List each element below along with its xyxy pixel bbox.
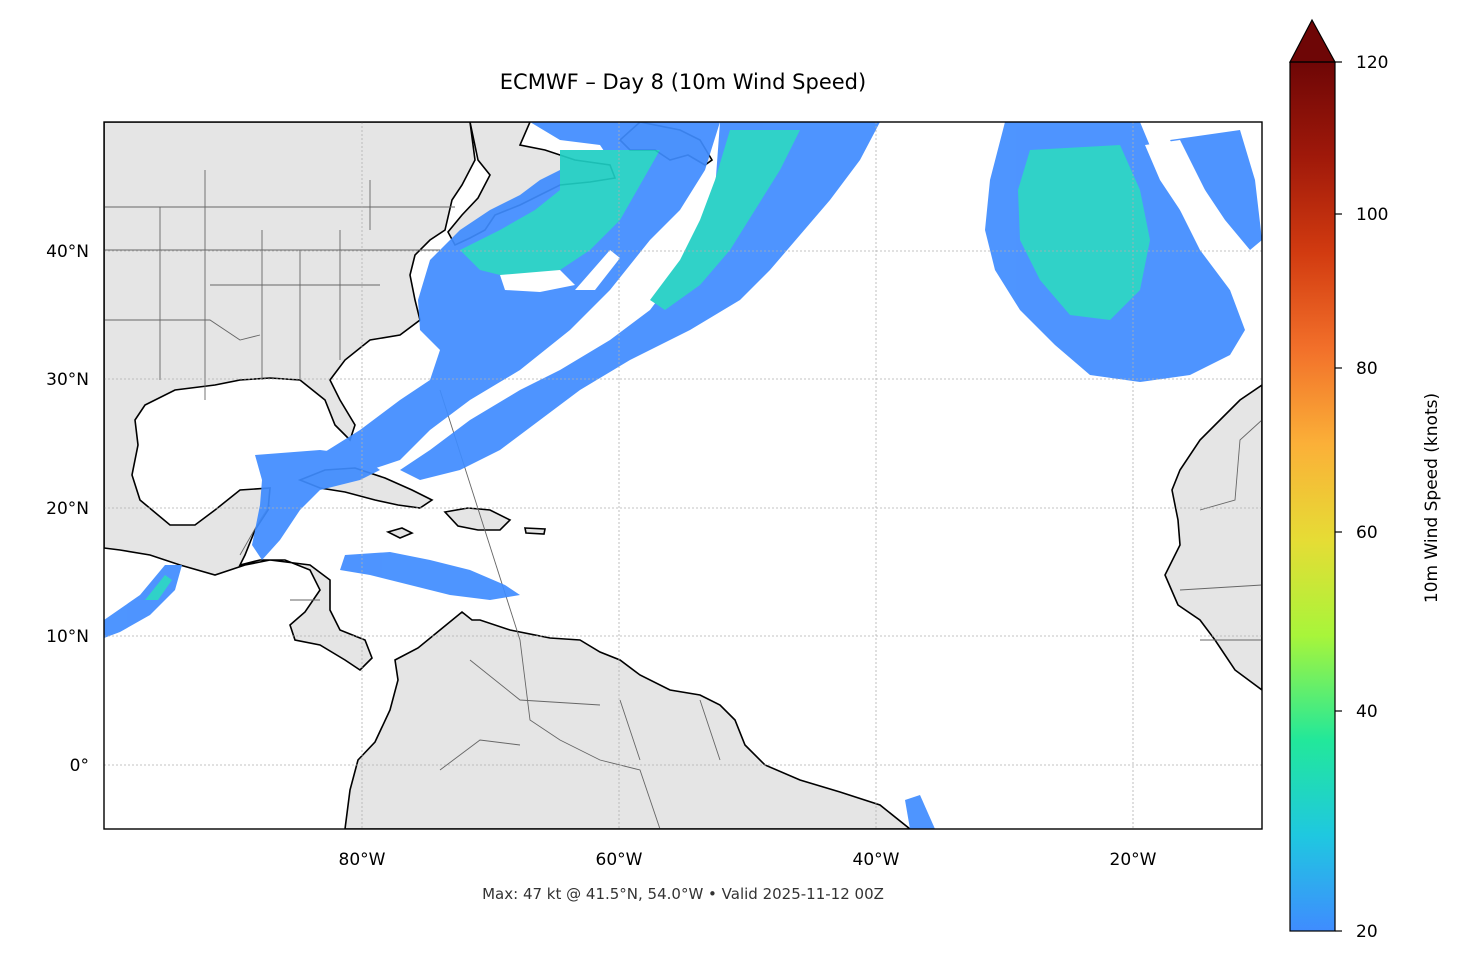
colorbar-tick-label: 80 [1356,359,1378,379]
colorbar-label: 10m Wind Speed (knots) [1422,392,1442,604]
gridlines [104,122,1262,829]
lat-tick-label: 40°N [46,242,89,262]
colorbar-extend-arrow [1289,18,1337,63]
colorbar-tick-label: 60 [1356,523,1378,543]
land-puerto-rico [524,527,546,535]
lon-tick-label: 60°W [596,850,643,870]
lat-tick-label: 0° [70,756,89,776]
map-frame [103,121,1263,830]
lon-tick-label: 20°W [1110,850,1157,870]
lat-tick-label: 20°N [46,499,89,519]
colorbar-tick-label: 20 [1356,922,1378,942]
lon-tick-label: 80°W [339,850,386,870]
land-jamaica [385,527,414,539]
lon-tick-label: 40°W [853,850,900,870]
lat-tick-label: 30°N [46,370,89,390]
land-south-america [344,610,912,829]
land-africa [1164,384,1262,691]
land-hispaniola [443,507,512,531]
land-north-america [104,122,476,672]
footer-max-wind: Max: 47 kt @ 41.5°N, 54.0°W • Valid 2025… [482,885,884,903]
colorbar-tick-label: 40 [1356,702,1378,722]
political-borders [104,170,1262,829]
map-title: ECMWF – Day 8 (10m Wind Speed) [499,70,867,94]
colorbar-frame [1289,61,1336,932]
colorbar-tick-label: 120 [1356,53,1388,73]
colorbar-tick-label: 100 [1356,205,1388,225]
wind-speed-field [104,122,1262,829]
colorbar-ticks [1335,61,1342,932]
colorbar-gradient [1290,62,1335,931]
wind-field-gaps [500,140,1245,300]
lat-tick-label: 10°N [46,627,89,647]
